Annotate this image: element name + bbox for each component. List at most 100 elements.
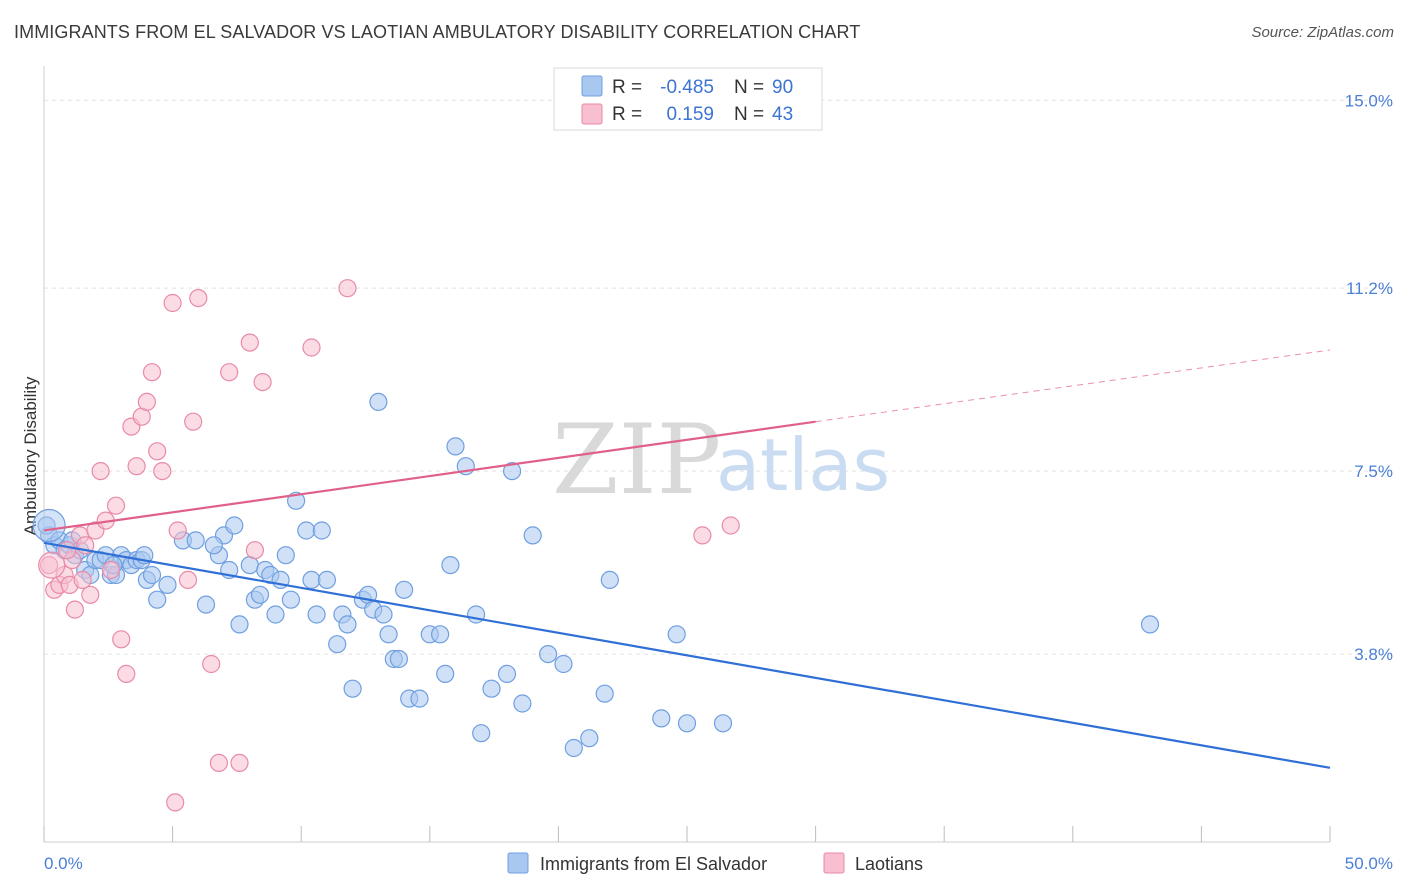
point-el-salvador-63 — [436, 664, 455, 684]
legend-r-label-pink: R = — [612, 104, 642, 125]
point-el-salvador-68 — [472, 724, 491, 743]
legend-n-value-blue: 90 — [772, 77, 793, 98]
x-tick-label-min: 0.0% — [44, 854, 83, 873]
cluster-laotians — [38, 551, 66, 579]
watermark: ZIP atlas — [552, 404, 890, 516]
trend-lines — [43, 349, 1331, 769]
correlation-legend: R = -0.485 N = 90 R = 0.159 N = 43 — [553, 67, 823, 131]
point-el-salvador-58 — [395, 580, 414, 599]
legend-n-value-pink: 43 — [772, 104, 793, 125]
point-el-salvador-21 — [148, 590, 167, 609]
point-laotians-36 — [302, 338, 321, 357]
point-laotians-21 — [142, 363, 162, 382]
point-laotians-9 — [81, 585, 100, 604]
point-el-salvador-55 — [379, 625, 398, 644]
data-points — [32, 279, 1160, 812]
legend-n-label-blue: N = — [734, 77, 764, 98]
source-credit: Source: ZipAtlas.com — [1251, 24, 1394, 41]
point-laotians-14 — [106, 496, 126, 515]
legend-swatch-blue — [581, 75, 603, 97]
point-laotians-33 — [240, 333, 259, 352]
y-tick-label-1: 7.5% — [1354, 462, 1393, 481]
x-tick-labels: 0.0% 50.0% — [44, 854, 1393, 873]
point-el-salvador-76 — [564, 738, 583, 758]
point-laotians-40 — [721, 516, 740, 535]
point-laotians-27 — [184, 412, 203, 431]
watermark-atlas: atlas — [716, 423, 890, 507]
point-el-salvador-73 — [523, 526, 542, 545]
trendline-2 — [815, 349, 1331, 423]
watermark-zip: ZIP — [552, 404, 721, 516]
point-el-salvador-57 — [389, 649, 408, 669]
point-el-salvador-20 — [142, 565, 162, 585]
point-laotians-39 — [693, 526, 712, 545]
point-laotians-35 — [253, 373, 272, 392]
point-laotians-16 — [117, 664, 136, 684]
point-el-salvador-79 — [600, 570, 619, 590]
y-tick-label-3: 15.0% — [1345, 91, 1393, 110]
point-el-salvador-71 — [502, 462, 522, 481]
point-laotians-32 — [230, 753, 249, 773]
point-laotians-29 — [202, 654, 221, 674]
legend-r-value-blue: -0.485 — [660, 77, 714, 98]
series-legend: Immigrants from El Salvador Laotians — [507, 852, 923, 874]
legend-r-label-blue: R = — [612, 77, 642, 98]
point-laotians-37 — [338, 279, 357, 298]
point-el-salvador-24 — [186, 531, 205, 550]
point-el-salvador-33 — [250, 585, 270, 604]
point-el-salvador-74 — [538, 644, 558, 664]
point-el-salvador-29 — [225, 516, 244, 535]
point-el-salvador-65 — [446, 437, 465, 456]
series-label-el-salvador: Immigrants from El Salvador — [540, 854, 767, 874]
series-label-laotians: Laotians — [855, 854, 923, 874]
point-el-salvador-38 — [276, 546, 295, 565]
point-laotians-28 — [189, 289, 208, 308]
series-swatch-el-salvador — [507, 852, 529, 874]
point-el-salvador-46 — [328, 635, 347, 654]
point-el-salvador-62 — [431, 625, 450, 644]
point-el-salvador-77 — [580, 729, 599, 748]
point-laotians-24 — [163, 293, 182, 313]
legend-swatch-pink — [581, 103, 603, 125]
point-el-salvador-44 — [312, 521, 331, 540]
point-el-salvador-81 — [667, 625, 686, 644]
point-el-salvador-41 — [297, 521, 316, 540]
point-el-salvador-75 — [554, 654, 573, 674]
point-el-salvador-64 — [441, 555, 460, 575]
point-el-salvador-49 — [343, 679, 362, 698]
y-tick-labels: 3.8% 7.5% 11.2% 15.0% — [1345, 91, 1393, 664]
point-laotians-6 — [65, 600, 85, 619]
point-el-salvador-89 — [204, 536, 223, 555]
point-laotians-23 — [153, 462, 172, 481]
series-laotians — [39, 279, 740, 812]
trendline-1 — [43, 420, 816, 532]
point-laotians-20 — [137, 392, 156, 411]
point-el-salvador-30 — [230, 615, 249, 634]
point-el-salvador-42 — [302, 570, 321, 590]
point-el-salvador-82 — [677, 714, 697, 733]
point-laotians-18 — [127, 457, 146, 476]
point-el-salvador-83 — [713, 714, 733, 733]
cluster-el-salvador — [32, 508, 66, 543]
y-tick-label-0: 3.8% — [1354, 645, 1393, 664]
point-el-salvador-45 — [317, 570, 336, 590]
point-el-salvador-84 — [1140, 615, 1160, 634]
point-el-salvador-70 — [497, 664, 517, 684]
point-laotians-26 — [178, 570, 198, 590]
y-axis-label: Ambulatory Disability — [21, 376, 40, 535]
axes — [43, 66, 1331, 843]
chart-title: IMMIGRANTS FROM EL SALVADOR VS LAOTIAN A… — [14, 22, 861, 42]
point-el-salvador-48 — [338, 615, 357, 634]
point-laotians-38 — [166, 793, 185, 812]
y-tick-label-2: 11.2% — [1346, 279, 1393, 298]
legend-r-value-pink: 0.159 — [666, 104, 714, 125]
point-el-salvador-36 — [266, 605, 285, 624]
point-laotians-25 — [168, 521, 187, 540]
point-el-salvador-22 — [158, 575, 177, 595]
point-laotians-13 — [101, 560, 121, 580]
point-laotians-11 — [91, 462, 110, 481]
point-el-salvador-60 — [410, 689, 429, 708]
point-laotians-30 — [209, 753, 228, 773]
point-el-salvador-54 — [374, 605, 393, 624]
